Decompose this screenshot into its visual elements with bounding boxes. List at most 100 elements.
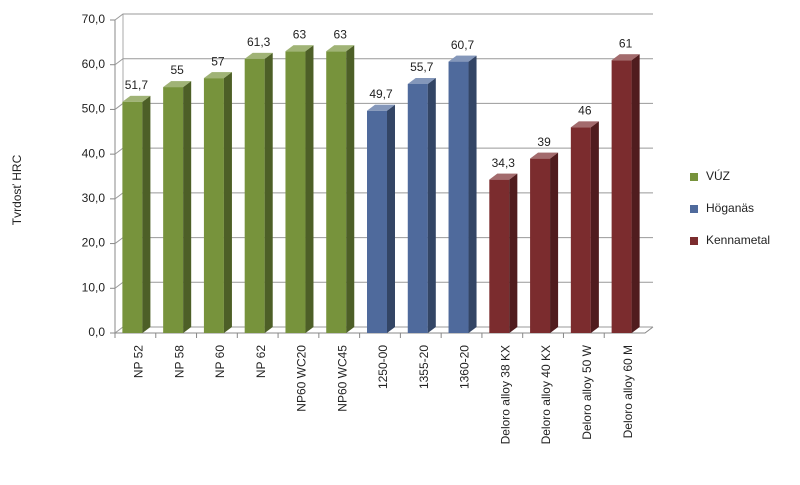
legend-swatch (690, 205, 698, 213)
bar-side-shade (264, 52, 273, 333)
grid-line (114, 58, 653, 66)
data-label: 34,3 (492, 156, 516, 170)
bar-top (244, 52, 273, 59)
bar-top (570, 121, 599, 128)
data-label: 60,7 (451, 38, 475, 52)
bar-side (427, 77, 436, 333)
bar (122, 95, 151, 333)
y-axis-label: Tvrdosť HRC (10, 154, 24, 225)
bar-side (387, 104, 395, 334)
bar-top-light (163, 81, 192, 88)
bar-front (326, 51, 347, 334)
legend-swatch (690, 237, 698, 245)
bar-top (163, 81, 192, 88)
data-label: 63 (293, 27, 307, 41)
x-tick-label: Deloro alloy 40 KX (539, 345, 553, 444)
legend-label: VÚZ (706, 168, 730, 183)
bar-top-light (244, 52, 273, 59)
y-tick-label: 60,0 (82, 57, 106, 71)
bar-front (448, 61, 469, 333)
bar-top-light (326, 45, 355, 52)
bar-front (530, 158, 551, 333)
bar-side-shade (590, 121, 599, 333)
y-tick-label: 10,0 (82, 280, 106, 294)
data-label: 55 (170, 63, 184, 77)
bar-top (611, 54, 640, 61)
bar-side-shade (346, 45, 355, 334)
bar-front (163, 87, 184, 333)
bar-side (142, 95, 151, 333)
y-tick-label: 20,0 (82, 236, 106, 250)
bar (367, 104, 395, 334)
bar-side (346, 45, 355, 334)
bar-front (489, 179, 510, 333)
bar-top-light (448, 55, 477, 62)
legend-label: Höganäs (706, 201, 754, 215)
bar-top (489, 173, 518, 180)
bar-side (305, 45, 314, 334)
bar (489, 173, 518, 333)
data-label: 57 (211, 54, 225, 68)
legend-label: Kennametal (706, 233, 770, 247)
bar (530, 152, 559, 333)
x-tick-label: 1360-20 (458, 345, 472, 389)
bar-front (407, 83, 428, 333)
bar (407, 77, 436, 333)
data-label: 51,7 (125, 78, 149, 92)
x-tick-label: Deloro alloy 38 KX (498, 345, 512, 444)
x-tick-label: 1250-00 (376, 345, 390, 389)
bar-top-light (367, 104, 395, 111)
x-tick-label: NP 60 (213, 345, 227, 378)
bar-side-shade (550, 152, 559, 333)
bar-side (631, 54, 640, 333)
y-tick-label: 0,0 (88, 325, 105, 339)
bar-top-light (611, 54, 640, 61)
bar (448, 55, 477, 333)
x-tick-label: 1355-20 (417, 345, 431, 389)
data-label: 61 (619, 36, 633, 50)
bar-side (550, 152, 559, 333)
data-label: 55,7 (410, 60, 434, 74)
bar-side (264, 52, 273, 333)
bar-top (448, 55, 477, 62)
x-tick-label: Deloro alloy 60 M (621, 345, 635, 438)
y-tick-label: 40,0 (82, 146, 106, 160)
bar-side-shade (183, 81, 192, 333)
bar-front (244, 58, 265, 333)
bar (203, 72, 232, 333)
data-label: 46 (578, 103, 592, 117)
grid-line (114, 13, 653, 21)
x-tick-label: Deloro alloy 50 W (580, 344, 594, 439)
x-tick-label: NP60 WC45 (335, 345, 349, 412)
bar-top-light (203, 72, 232, 79)
bar (570, 121, 599, 333)
x-tick-label: NP 62 (254, 345, 268, 378)
bar-side (223, 72, 232, 333)
bar-side (183, 81, 192, 333)
bar (611, 54, 640, 333)
bar-front (570, 127, 591, 333)
y-tick-label: 50,0 (82, 102, 106, 116)
bar-front (285, 51, 306, 334)
bar-front (367, 110, 387, 334)
bar-top-light (407, 77, 436, 84)
bar-side (590, 121, 599, 333)
bar-side (468, 55, 477, 333)
bar-side-shade (387, 104, 395, 334)
bar-front (203, 78, 224, 333)
bar-top-light (285, 45, 314, 52)
bar-top (407, 77, 436, 84)
bar-top (122, 95, 151, 102)
bar-side-shade (223, 72, 232, 333)
bar-top (367, 104, 395, 111)
y-tick-label: 70,0 (82, 12, 106, 26)
x-tick-label: NP 52 (132, 345, 146, 378)
bar-top (326, 45, 355, 52)
bar-top-light (489, 173, 518, 180)
bar-side (509, 173, 518, 333)
bar (285, 45, 314, 334)
bar-top-light (570, 121, 599, 128)
legend-swatch (690, 173, 698, 181)
bar-side-shade (305, 45, 314, 334)
